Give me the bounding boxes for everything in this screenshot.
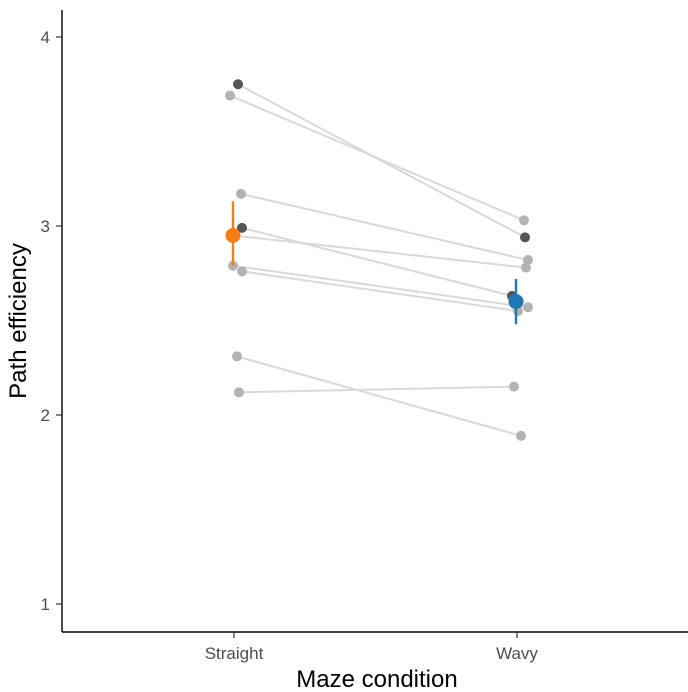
x-axis-title: Maze condition — [296, 666, 457, 692]
mean-point-straight — [225, 227, 241, 243]
participant-line — [238, 385, 515, 394]
participant-point-wavy — [519, 215, 529, 226]
participant-point-wavy — [523, 255, 533, 266]
y-axis-ticks: 1 2 3 4 — [41, 28, 62, 614]
participant-line — [232, 264, 529, 309]
participant-point-wavy — [520, 232, 530, 243]
y-axis-title: Path efficiency — [5, 243, 32, 399]
participant-point-wavy — [523, 302, 533, 313]
y-tick-label: 2 — [41, 406, 50, 425]
participant-point-straight — [236, 188, 246, 199]
participant-line — [241, 226, 513, 297]
participant-lines-layer — [229, 83, 529, 437]
participant-point-wavy — [521, 262, 531, 273]
y-tick-label: 1 — [41, 595, 50, 614]
x-tick-label: Wavy — [496, 644, 538, 663]
y-tick-label: 4 — [41, 28, 50, 47]
participant-line — [240, 192, 529, 261]
participant-line — [236, 355, 522, 437]
participant-line — [229, 94, 525, 222]
participant-point-straight — [237, 266, 247, 277]
participant-point-straight — [237, 222, 247, 233]
participant-point-straight — [234, 387, 244, 398]
participant-point-straight — [225, 90, 235, 101]
mean-point-wavy — [508, 294, 524, 310]
participant-point-wavy — [509, 381, 519, 392]
x-tick-label: Straight — [205, 644, 264, 663]
participant-point-wavy — [516, 430, 526, 441]
participant-point-straight — [233, 79, 243, 90]
means-layer — [225, 201, 524, 325]
participant-point-straight — [232, 351, 242, 362]
participant-line — [232, 234, 527, 269]
x-axis-ticks: Straight Wavy — [205, 632, 538, 663]
participant-line — [241, 270, 519, 313]
y-tick-label: 3 — [41, 217, 50, 236]
participant-points-layer — [225, 79, 533, 441]
